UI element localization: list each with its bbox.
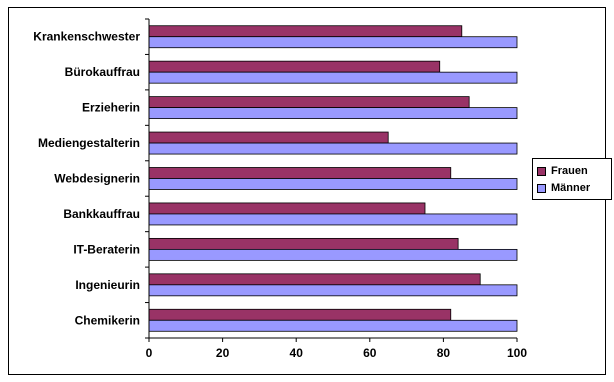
x-tick-label: 60 bbox=[363, 346, 377, 360]
category-label: Webdesignerin bbox=[54, 172, 140, 186]
bar-frauen-2 bbox=[148, 96, 470, 109]
category-label: Ingenieurin bbox=[75, 278, 140, 292]
bar-frauen-1 bbox=[148, 60, 441, 73]
bar-frauen-6 bbox=[148, 237, 459, 250]
legend-swatch-frauen bbox=[537, 166, 546, 176]
bar-frauen-4 bbox=[148, 167, 452, 179]
bar-mnner-1 bbox=[148, 71, 518, 84]
category-label: Krankenschwester bbox=[33, 30, 140, 44]
legend: Frauen Männer bbox=[532, 158, 612, 200]
bar-mnner-0 bbox=[148, 36, 518, 49]
legend-swatch-maenner bbox=[537, 183, 546, 193]
bar-frauen-8 bbox=[148, 308, 452, 321]
bar-frauen-0 bbox=[148, 25, 463, 38]
x-tick-label: 20 bbox=[216, 346, 230, 360]
legend-label-frauen: Frauen bbox=[551, 165, 588, 177]
x-tick-label: 80 bbox=[437, 346, 451, 360]
x-tick-label: 40 bbox=[290, 346, 304, 360]
bar-mnner-2 bbox=[148, 107, 518, 120]
legend-item-frauen: Frauen bbox=[537, 164, 588, 178]
category-label: Mediengestalterin bbox=[38, 136, 140, 150]
category-label: Erzieherin bbox=[82, 101, 140, 115]
bar-mnner-3 bbox=[148, 142, 518, 155]
plot-area: Krankenschwester Bürokauffrau Erzieherin Me… bbox=[33, 18, 527, 360]
bar-mnner-5 bbox=[148, 213, 518, 226]
bar-frauen-5 bbox=[148, 202, 426, 215]
category-label: Bankkauffrau bbox=[63, 207, 140, 221]
x-tick-label: 0 bbox=[146, 346, 153, 360]
bar-mnner-8 bbox=[148, 319, 518, 332]
bar-mnner-7 bbox=[148, 284, 518, 297]
bar-frauen-7 bbox=[148, 273, 481, 286]
legend-label-maenner: Männer bbox=[551, 182, 591, 194]
bar-frauen-3 bbox=[148, 131, 389, 144]
bar-mnner-4 bbox=[148, 178, 518, 190]
bar-mnner-6 bbox=[148, 248, 518, 261]
category-label: IT-Beraterin bbox=[73, 242, 140, 256]
legend-item-maenner: Männer bbox=[537, 181, 590, 195]
x-tick-label: 100 bbox=[507, 346, 527, 360]
category-label: Bürokauffrau bbox=[65, 65, 140, 79]
category-label: Chemikerin bbox=[75, 313, 140, 327]
